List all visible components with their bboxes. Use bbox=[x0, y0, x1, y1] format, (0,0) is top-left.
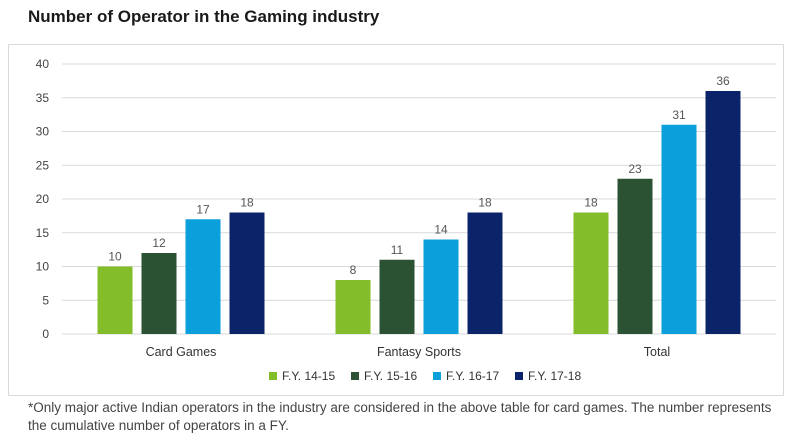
data-label: 10 bbox=[108, 250, 122, 264]
bar bbox=[185, 219, 221, 334]
y-tick-label: 5 bbox=[42, 293, 49, 307]
y-tick-label: 0 bbox=[42, 327, 49, 341]
data-label: 17 bbox=[196, 202, 210, 216]
y-axis-ticks: 0 5 10 15 20 25 30 35 40 bbox=[36, 57, 50, 341]
data-label: 23 bbox=[628, 162, 642, 176]
data-label: 31 bbox=[672, 108, 686, 122]
y-tick-label: 40 bbox=[36, 57, 50, 71]
data-label: 18 bbox=[584, 196, 598, 210]
y-tick-label: 20 bbox=[36, 192, 50, 206]
category-label: Card Games bbox=[146, 345, 217, 359]
chart-frame bbox=[8, 44, 784, 396]
data-label: 8 bbox=[350, 263, 357, 277]
y-tick-label: 10 bbox=[36, 260, 50, 274]
legend-swatch bbox=[351, 372, 359, 380]
y-tick-label: 30 bbox=[36, 125, 50, 139]
data-label: 11 bbox=[391, 243, 404, 257]
category-labels: Card Games Fantasy Sports Total bbox=[146, 345, 671, 359]
bar bbox=[335, 280, 371, 334]
bar bbox=[661, 124, 697, 334]
footnote: *Only major active Indian operators in t… bbox=[28, 400, 772, 433]
data-label: 14 bbox=[434, 223, 448, 237]
legend-label: F.Y. 14-15 bbox=[282, 369, 335, 383]
legend-swatch bbox=[515, 372, 523, 380]
data-labels: 10 12 17 18 8 11 14 18 18 23 31 36 bbox=[108, 74, 730, 277]
legend-swatch bbox=[433, 372, 441, 380]
data-label: 18 bbox=[240, 196, 254, 210]
bar bbox=[141, 253, 177, 334]
bar bbox=[705, 91, 741, 334]
y-tick-label: 15 bbox=[36, 226, 50, 240]
chart-title: Number of Operator in the Gaming industr… bbox=[28, 7, 380, 26]
bar bbox=[467, 212, 503, 334]
bar bbox=[97, 266, 133, 334]
legend-label: F.Y. 15-16 bbox=[364, 369, 417, 383]
bar bbox=[229, 212, 265, 334]
bar bbox=[423, 239, 459, 334]
y-tick-label: 35 bbox=[36, 91, 50, 105]
category-label: Total bbox=[644, 345, 670, 359]
legend-label: F.Y. 17-18 bbox=[528, 369, 581, 383]
y-tick-label: 25 bbox=[36, 158, 50, 172]
data-label: 12 bbox=[152, 236, 166, 250]
data-label: 36 bbox=[716, 74, 730, 88]
legend-swatch bbox=[269, 372, 277, 380]
bar bbox=[379, 259, 415, 334]
legend: F.Y. 14-15 F.Y. 15-16 F.Y. 16-17 F.Y. 17-18 bbox=[269, 369, 581, 383]
legend-label: F.Y. 16-17 bbox=[446, 369, 499, 383]
gridlines bbox=[62, 63, 776, 335]
category-label: Fantasy Sports bbox=[377, 345, 461, 359]
bar bbox=[617, 178, 653, 334]
bars bbox=[97, 91, 741, 334]
bar bbox=[573, 212, 609, 334]
data-label: 18 bbox=[478, 196, 492, 210]
